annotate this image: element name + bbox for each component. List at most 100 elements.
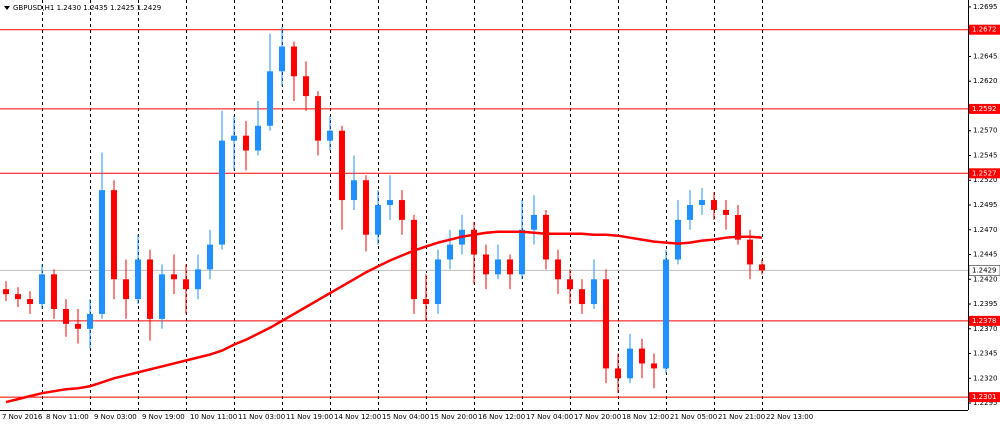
y-tick-label: 1.2620 [973, 77, 998, 85]
x-tick-label: 21 Nov 05:00 [670, 413, 717, 421]
x-tick-label: 18 Nov 12:00 [622, 413, 669, 421]
candle-body [639, 348, 645, 364]
x-tick-label: 8 Nov 11:00 [46, 413, 89, 421]
candle-body [711, 200, 717, 210]
candle-body [567, 279, 573, 290]
candle-body [471, 229, 477, 255]
level-label-bg [969, 315, 1000, 326]
x-tick-label: 22 Nov 13:00 [766, 413, 813, 421]
level-label: 1.2592 [972, 105, 997, 113]
candle-body [147, 259, 153, 319]
menu-arrow[interactable] [4, 6, 10, 10]
candle-body [579, 289, 585, 305]
y-tick-label: 1.2495 [973, 201, 998, 209]
candle-body [219, 140, 225, 245]
x-tick-label: 9 Nov 19:00 [142, 413, 185, 421]
y-tick-label: 1.2445 [973, 251, 998, 259]
y-tick-label: 1.2695 [973, 3, 998, 11]
x-tick-label: 21 Nov 21:00 [718, 413, 765, 421]
candle-body [195, 269, 201, 290]
candle-body [375, 205, 381, 235]
candle-body [651, 363, 657, 369]
candle-body [735, 214, 741, 240]
candle-body [531, 214, 537, 230]
candle-body [255, 125, 261, 151]
candle-body [447, 244, 453, 260]
x-tick-label: 11 Nov 03:00 [238, 413, 285, 421]
candle-body [615, 368, 621, 379]
candle-body [315, 96, 321, 141]
candle-body [159, 274, 165, 319]
x-tick-label: 17 Nov 04:00 [526, 413, 573, 421]
candle-body [243, 135, 249, 151]
y-tick-label: 1.2520 [973, 176, 998, 184]
level-label: 1.2378 [972, 317, 997, 325]
candle-body [747, 239, 753, 265]
candle-body [723, 209, 729, 215]
candle-body [231, 135, 237, 141]
x-tick-label: 15 Nov 04:00 [382, 413, 429, 421]
y-tick-label: 1.2570 [973, 127, 998, 135]
level-label: 1.2301 [972, 393, 997, 401]
candle-body [399, 200, 405, 220]
candle-body [87, 313, 93, 329]
candle-body [555, 259, 561, 280]
candle-body [267, 71, 273, 126]
candle-body [75, 323, 81, 329]
candle-body [303, 76, 309, 97]
candle-body [543, 214, 549, 260]
candle-body [663, 259, 669, 369]
x-tick-label: 9 Nov 03:00 [94, 413, 137, 421]
x-tick-label: 16 Nov 12:00 [478, 413, 525, 421]
y-tick-label: 1.2295 [973, 399, 998, 407]
candle-body [207, 244, 213, 270]
y-tick-label: 1.2545 [973, 151, 998, 159]
candle-body [279, 46, 285, 72]
candle-body [591, 279, 597, 305]
candle-body [135, 259, 141, 300]
candle-body [63, 308, 69, 324]
candle-body [111, 190, 117, 280]
candle-body [603, 279, 609, 369]
candle-body [327, 130, 333, 141]
candle-body [15, 294, 21, 300]
candle-body [3, 289, 9, 295]
y-tick-label: 1.2470 [973, 226, 998, 234]
y-tick-label: 1.2645 [973, 52, 998, 60]
level-label: 1.2672 [972, 26, 997, 34]
candle-body [699, 200, 705, 205]
candle-body [387, 200, 393, 205]
x-tick-label: 11 Nov 19:00 [286, 413, 333, 421]
candle-body [291, 46, 297, 77]
candle-body [519, 229, 525, 275]
y-tick-label: 1.2420 [973, 275, 998, 283]
x-tick-label: 10 Nov 11:00 [190, 413, 237, 421]
candle-body [51, 274, 57, 309]
candle-body [39, 274, 45, 305]
candle-body [363, 180, 369, 235]
level-label-bg [969, 24, 1000, 35]
y-tick-label: 1.2320 [973, 374, 998, 382]
level-label-bg [969, 168, 1000, 179]
current-price-label: 1.2429 [972, 266, 997, 274]
x-tick-label: 14 Nov 12:00 [334, 413, 381, 421]
candle-body [759, 264, 765, 271]
level-label: 1.2527 [972, 169, 997, 177]
candle-body [483, 254, 489, 275]
candle-body [171, 274, 177, 280]
candle-body [435, 259, 441, 305]
level-label-bg [969, 103, 1000, 114]
current-price-bg [968, 265, 1000, 276]
x-tick-label: 7 Nov 2016 [2, 413, 43, 421]
candle-body [123, 279, 129, 300]
y-tick-label: 1.2370 [973, 325, 998, 333]
y-tick-label: 1.2395 [973, 300, 998, 308]
candle-body [27, 299, 33, 305]
candle-body [423, 299, 429, 305]
candle-body [627, 348, 633, 379]
candle-body [411, 219, 417, 300]
y-tick-label: 1.2345 [973, 350, 998, 358]
